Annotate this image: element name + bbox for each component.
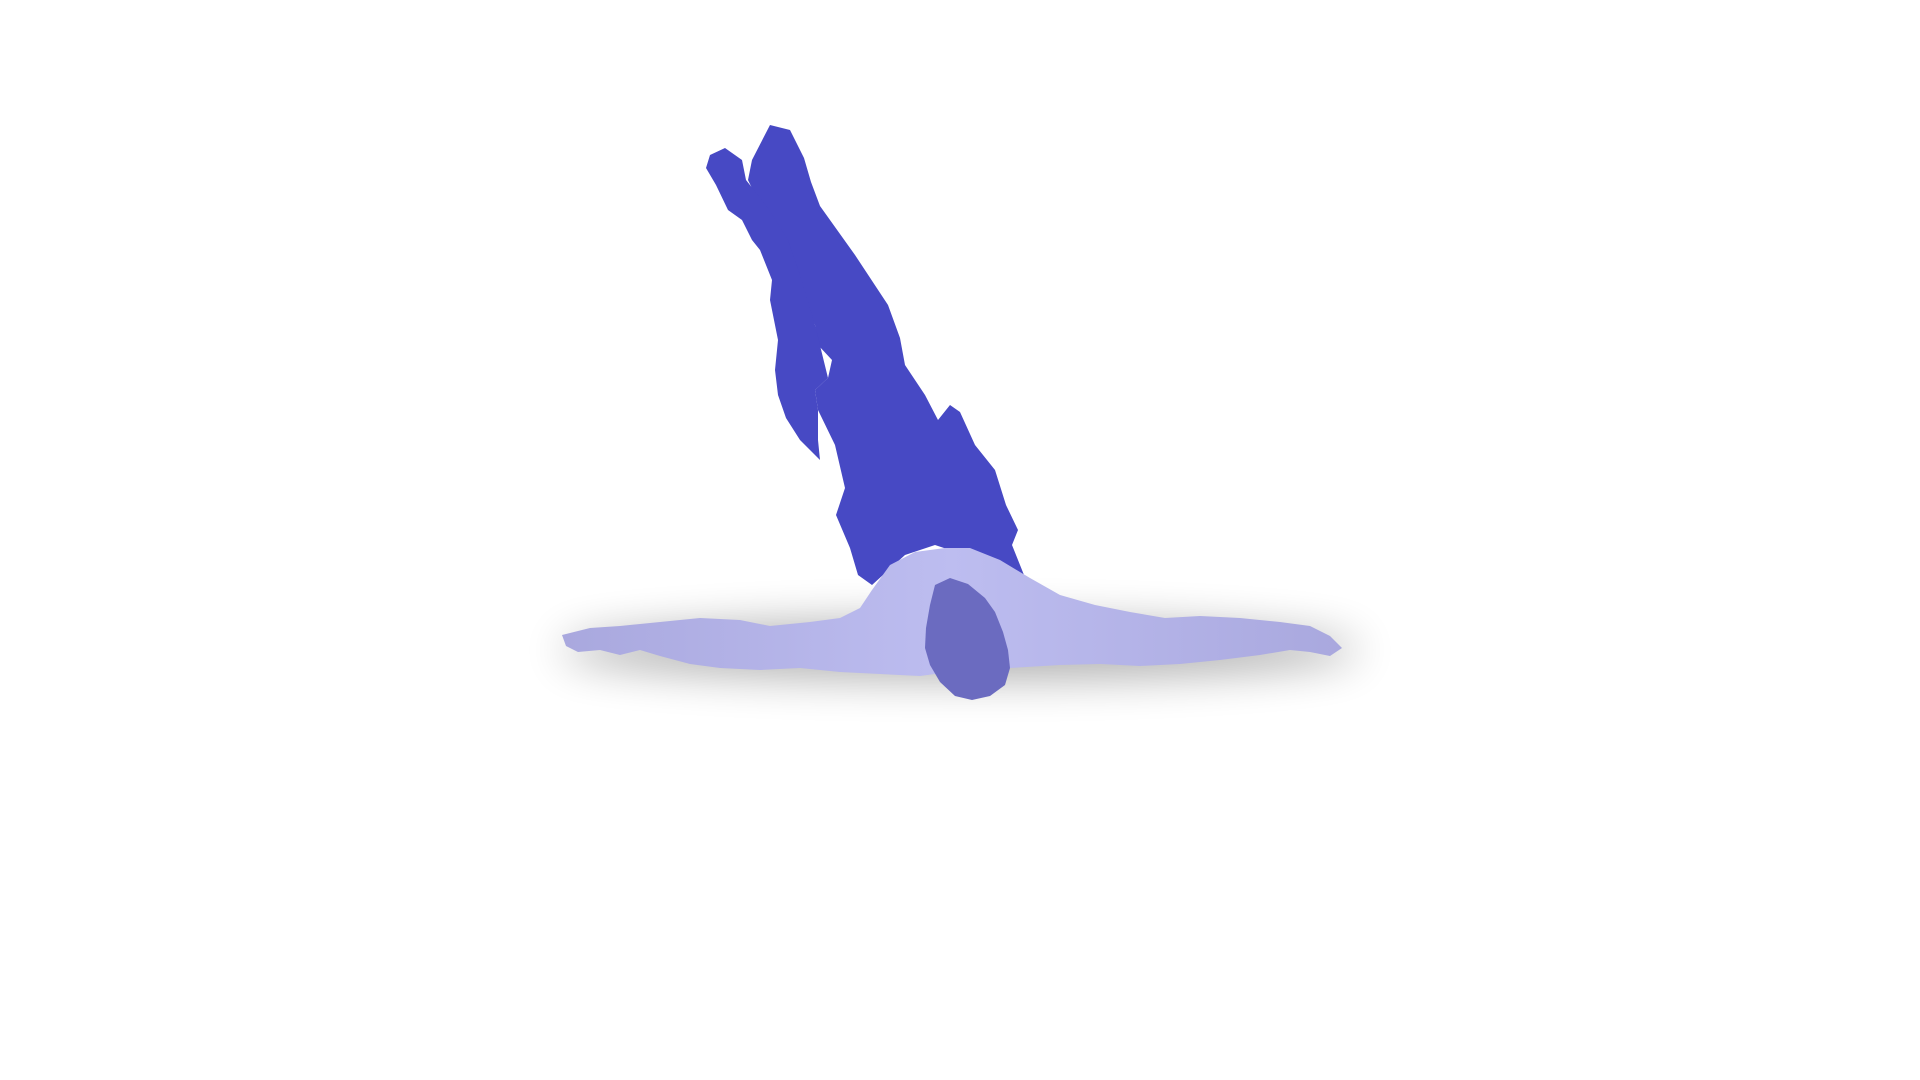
lower-body [706,125,1026,585]
head [925,578,1010,700]
leg-right [748,125,1026,585]
leg-left [706,148,828,460]
